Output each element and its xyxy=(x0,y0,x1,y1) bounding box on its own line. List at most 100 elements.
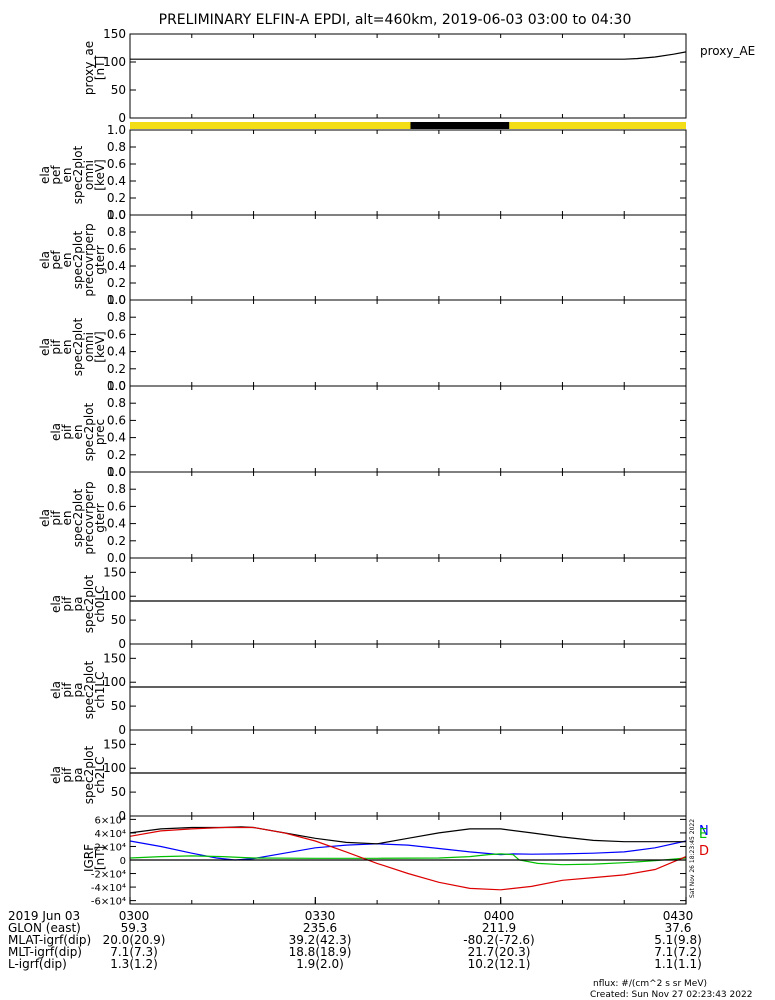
ytick-label: 0.4 xyxy=(107,174,126,188)
ylabel-line: pa xyxy=(71,597,85,612)
ytick-label: 0.2 xyxy=(107,534,126,548)
ylabel-line: ch2LC xyxy=(93,757,107,794)
ylabel-line: IGRF xyxy=(82,844,96,872)
ytick-label: 150 xyxy=(103,651,126,665)
panel-coverage_bar xyxy=(130,122,686,129)
timestamp-stamp: Sat Nov 26 18:23:45 2022 xyxy=(689,819,696,898)
orbit-value: 37.6 xyxy=(665,921,692,935)
ytick-label: 0.8 xyxy=(107,482,126,496)
legend-E: E xyxy=(699,827,707,842)
orbit-value: 10.2(12.1) xyxy=(468,957,531,971)
ytick-label: 0.6 xyxy=(107,242,126,256)
ylabel-line: pif xyxy=(49,510,63,526)
ytick-label: 0.0 xyxy=(107,465,126,479)
panel-igrf: -6×10⁴ -4×10⁴ -2×10⁴ 0 2×10⁴ 4×10⁴ 6×10⁴ IGRF[n… xyxy=(82,815,709,907)
ylabel-line: ch0LC xyxy=(93,586,107,623)
panel-frame xyxy=(129,471,687,559)
ylabel-line: pif xyxy=(60,596,74,612)
orbit-value: 235.6 xyxy=(303,921,337,935)
orbit-value: 1.3(1.2) xyxy=(110,957,158,971)
panel-frame xyxy=(129,385,687,473)
ylabel-line: ela xyxy=(38,338,52,356)
ylabel-line: precovrperp xyxy=(82,223,96,296)
ylabel-line: [keV] xyxy=(93,331,107,362)
ytick-label: 0 xyxy=(118,723,126,737)
ylabel-line: [nT] xyxy=(93,56,107,80)
panel-pef-omni: 0.00.20.40.60.81.0elapefenspec2plotomni[… xyxy=(38,123,687,222)
coverage-segment-0 xyxy=(130,122,411,129)
ylabel-line: en xyxy=(71,425,85,440)
series-line-proxy_AE xyxy=(130,51,687,60)
ylabel-line: en xyxy=(60,511,74,526)
orbit-row-label: MLAT-igrf(dip) xyxy=(8,933,91,947)
ylabel-line: omni xyxy=(82,160,96,190)
ytick-label: 50 xyxy=(111,785,126,799)
ytick-label: 1.0 xyxy=(107,465,126,479)
plot-panels: 050100150proxy_ae[nT]0.00.20.40.60.81.0e… xyxy=(38,27,709,908)
ytick-label: 1.0 xyxy=(107,123,126,137)
orbit-time: 0400 xyxy=(484,909,515,923)
footer-units: nflux: #/(cm^2 s sr MeV) xyxy=(593,979,707,989)
ytick-label: -2×10⁴ xyxy=(91,870,126,881)
series-line-E xyxy=(129,853,687,866)
series-line-3 xyxy=(129,826,687,891)
ytick-label: 100 xyxy=(103,675,126,689)
orbit-time: 0430 xyxy=(663,909,694,923)
orbit-value: -80.2(-72.6) xyxy=(463,933,534,947)
panel-frame xyxy=(129,815,687,905)
ylabel-line: proxy_ae xyxy=(82,41,96,95)
ytick-label: 100 xyxy=(103,589,126,603)
ytick-label: 150 xyxy=(103,27,126,41)
ytick-label: 100 xyxy=(103,55,126,69)
ylabel-line: pif xyxy=(49,339,63,355)
orbit-row-label: MLT-igrf(dip) xyxy=(8,945,82,959)
ytick-label: 0.0 xyxy=(107,551,126,565)
ylabel-group: proxy_ae[nT] xyxy=(82,41,107,95)
ytick-label: 1.0 xyxy=(107,208,126,222)
ytick-label: 0.4 xyxy=(107,431,126,445)
ylabel-line: spec2plot xyxy=(71,488,85,547)
figure-title: PRELIMINARY ELFIN-A EPDI, alt=460km, 201… xyxy=(159,12,632,28)
ylabel-line: ela xyxy=(49,766,63,784)
panel-frame xyxy=(129,33,687,119)
orbit-value: 18.8(18.9) xyxy=(289,945,352,959)
ytick-label: 0 xyxy=(120,856,126,867)
ylabel-line: prec xyxy=(93,419,107,445)
ylabel-group: IGRF[nT] xyxy=(82,844,107,872)
ylabel-line: spec2plot xyxy=(71,230,85,289)
orbit-value: 20.0(20.9) xyxy=(103,933,166,947)
ytick-label: 0 xyxy=(118,637,126,651)
orbit-value: 7.1(7.3) xyxy=(110,945,158,959)
ytick-label: 2×10⁴ xyxy=(95,842,126,853)
ytick-label: 1.0 xyxy=(107,293,126,307)
ylabel-line: pa xyxy=(71,683,85,698)
ytick-label: -6×10⁴ xyxy=(91,897,126,908)
orbit-time: 0300 xyxy=(119,909,150,923)
panel-pif-precovrperp: 0.00.20.40.60.81.0elapifenspec2plotpreco… xyxy=(38,465,687,565)
ytick-label: 50 xyxy=(111,83,126,97)
ylabel-line: spec2plot xyxy=(82,574,96,633)
ytick-label: 0.8 xyxy=(107,396,126,410)
ylabel-line: spec2plot xyxy=(82,660,96,719)
orbit-row-label: L-igrf(dip) xyxy=(8,957,67,971)
ytick-label: 0.6 xyxy=(107,157,126,171)
orbit-value: 1.1(1.1) xyxy=(654,957,702,971)
ytick-label: 0.4 xyxy=(107,259,126,273)
ytick-label: 0.8 xyxy=(107,140,126,154)
ylabel-line: [nT] xyxy=(93,846,107,870)
panel-frame xyxy=(129,299,687,387)
ytick-label: 50 xyxy=(111,613,126,627)
ylabel-line: spec2plot xyxy=(71,317,85,376)
ytick-label: 0.8 xyxy=(107,225,126,239)
orbit-row-label: 2019 Jun 03 xyxy=(8,909,80,923)
orbit-value: 211.9 xyxy=(482,921,516,935)
